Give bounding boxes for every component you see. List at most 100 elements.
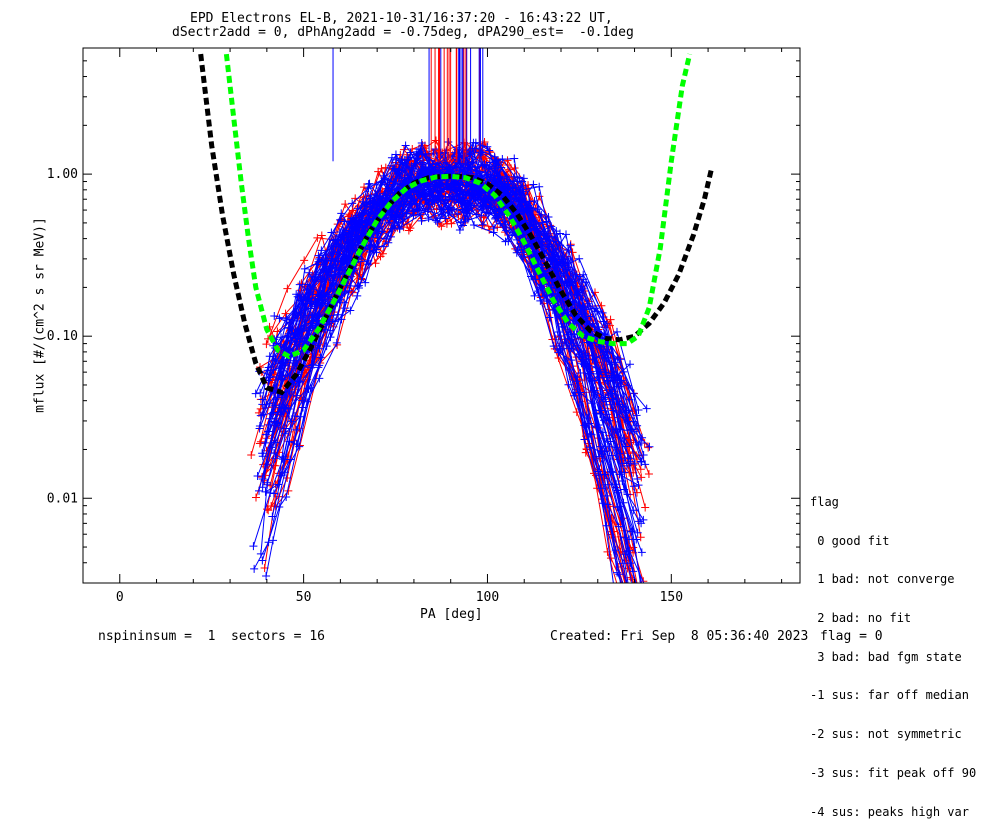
data-point (518, 177, 527, 186)
data-point (535, 228, 544, 237)
data-point (620, 468, 629, 477)
data-point (390, 224, 399, 233)
data-point (340, 298, 349, 307)
data-point (605, 442, 614, 451)
data-point (537, 210, 546, 219)
spectrum-line (274, 162, 614, 583)
data-point (533, 233, 542, 242)
data-point (295, 442, 304, 451)
data-point (281, 424, 290, 433)
data-point (491, 175, 500, 184)
data-point (631, 608, 639, 616)
data-point (644, 470, 653, 479)
data-point (247, 451, 256, 460)
data-point (270, 311, 279, 320)
data-point (321, 262, 330, 271)
data-point (265, 399, 274, 408)
data-point (578, 355, 587, 364)
spectrum-line (274, 181, 645, 456)
data-point (384, 186, 393, 195)
data-point (633, 474, 642, 483)
data-point (619, 367, 628, 376)
data-point (640, 608, 648, 616)
data-point (303, 280, 312, 289)
data-point (292, 290, 301, 299)
data-point (283, 284, 292, 293)
data-point (553, 292, 562, 301)
data-point (585, 419, 594, 428)
data-point (263, 478, 272, 487)
data-point (262, 340, 271, 349)
data-point (590, 386, 599, 395)
data-point (489, 228, 498, 237)
data-point (592, 307, 601, 316)
data-point (639, 450, 648, 459)
data-point (490, 152, 499, 161)
data-point (643, 586, 651, 594)
data-point (596, 484, 605, 493)
legend-item-1: 1 bad: not converge (810, 572, 955, 587)
legend-item-6: -3 sus: fit peak off 90 (810, 765, 977, 780)
data-point (594, 420, 603, 429)
data-point (361, 219, 370, 228)
data-point (264, 538, 273, 547)
data-point (352, 229, 361, 238)
data-point (616, 449, 625, 458)
data-point (621, 608, 629, 616)
data-point (299, 292, 308, 301)
data-point (267, 443, 276, 452)
data-point (612, 327, 621, 336)
data-point (349, 220, 358, 229)
data-point (535, 182, 544, 191)
data-point (637, 608, 645, 616)
data-point (612, 480, 621, 489)
data-point (322, 256, 331, 265)
data-point (317, 246, 326, 255)
data-point (501, 182, 510, 191)
legend-item-3: 3 bad: bad fgm state (810, 649, 962, 664)
data-point (636, 533, 645, 542)
data-point (337, 209, 346, 218)
data-point (635, 608, 643, 616)
data-point (618, 402, 627, 411)
data-point (282, 313, 291, 322)
data-point (627, 597, 635, 605)
data-point (280, 468, 289, 477)
data-point (620, 485, 629, 494)
data-point (274, 480, 283, 489)
data-point (549, 342, 558, 351)
data-point (305, 268, 314, 277)
data-point (583, 414, 592, 423)
data-point (385, 218, 394, 227)
chart-subtitle: dSectr2add = 0, dPhAng2add = -0.75deg, d… (172, 25, 634, 40)
data-point (439, 185, 448, 194)
data-point (253, 472, 262, 481)
data-point (603, 547, 612, 556)
data-point (571, 271, 580, 280)
data-point (255, 424, 264, 433)
data-point (638, 608, 646, 616)
data-point (351, 227, 360, 236)
data-point (478, 220, 487, 229)
data-point (322, 320, 331, 329)
data-point (566, 241, 575, 250)
data-point (261, 438, 270, 447)
legend-item-4: -1 sus: far off median (810, 688, 969, 703)
data-point (261, 487, 270, 496)
data-point (556, 345, 565, 354)
data-point (431, 216, 440, 225)
fit-curve-green (223, 53, 693, 360)
data-point (632, 488, 641, 497)
data-point (279, 452, 288, 461)
spectrum-line (274, 171, 637, 583)
data-point (313, 275, 322, 284)
data-point (613, 568, 622, 577)
data-point (285, 387, 294, 396)
data-point (443, 180, 452, 189)
x-tick-label: 100 (476, 590, 499, 605)
spectrum-line (252, 155, 626, 547)
data-point (250, 564, 259, 573)
data-point (447, 219, 456, 228)
data-point (583, 299, 592, 308)
data-point (424, 199, 433, 208)
